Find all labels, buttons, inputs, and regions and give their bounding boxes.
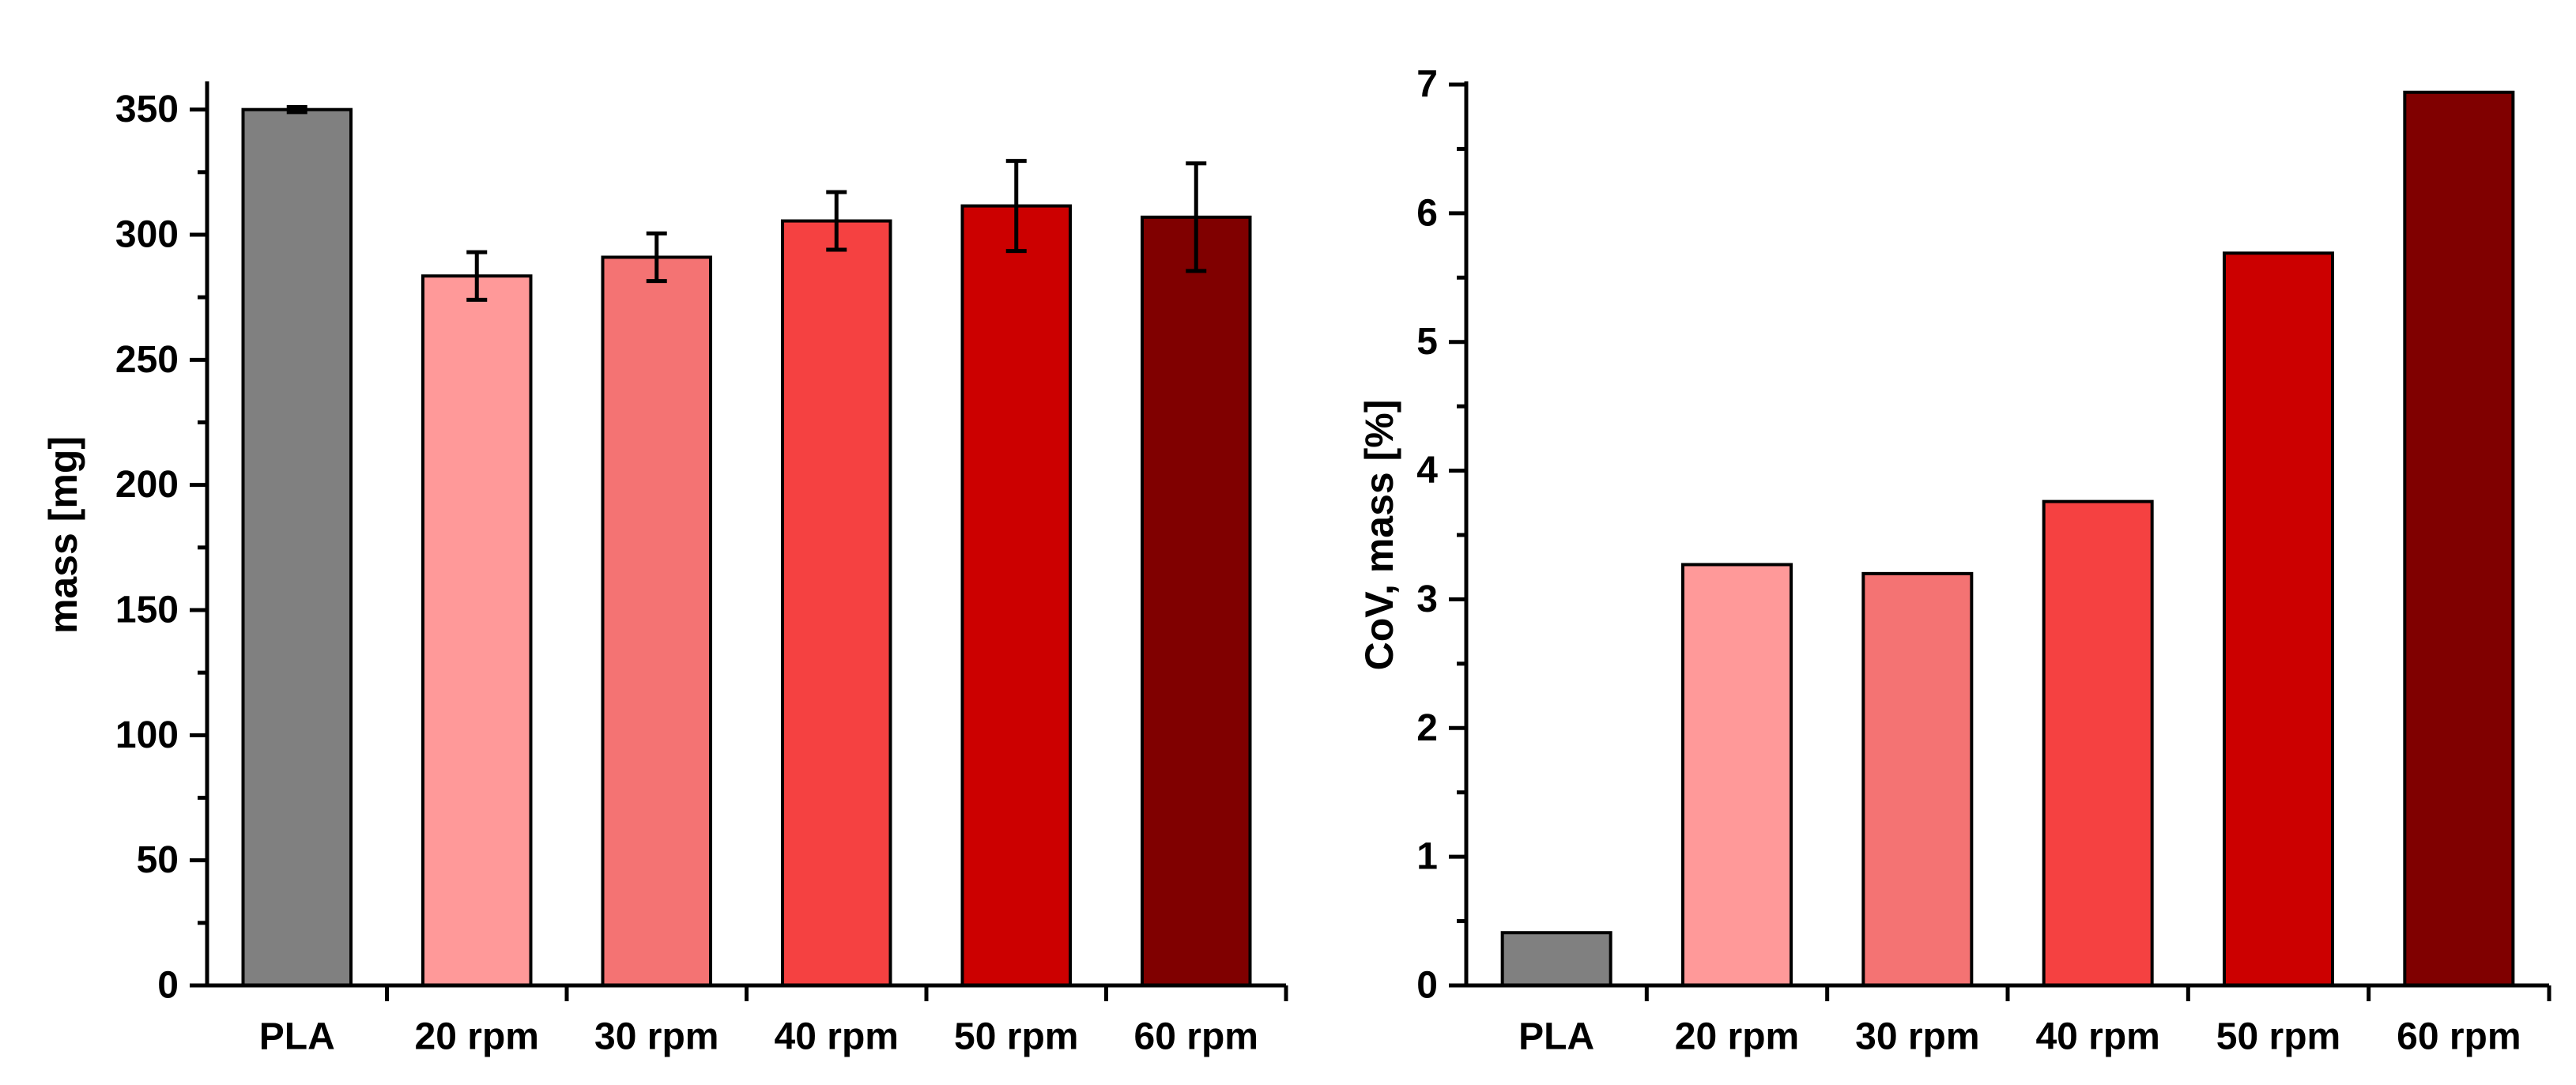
x-tick-label: 20 rpm: [1675, 1016, 1799, 1058]
y-tick-label: 300: [115, 214, 179, 256]
mass-chart: 0 50 100 150 200 250 300 350 PLA 20 rpm 30 rpm 40 r…: [41, 81, 1288, 1058]
x-tick-label: PLA: [1518, 1016, 1594, 1058]
y-tick-label: 50: [137, 839, 179, 881]
y-tick-label: 0: [1416, 965, 1438, 1007]
error-bar: [286, 105, 307, 115]
bar-pla: [241, 107, 353, 988]
x-tick-label: 20 rpm: [415, 1016, 539, 1058]
y-tick-label: 1: [1416, 836, 1438, 878]
y-tick-label: 250: [115, 339, 179, 381]
x-tick-label: 40 rpm: [2035, 1016, 2159, 1058]
bar-30-rpm: [601, 255, 712, 987]
x-tick-label: 40 rpm: [775, 1016, 899, 1058]
bar-20-rpm: [1681, 563, 1793, 987]
y-tick-label: 6: [1416, 192, 1438, 234]
y-tick-label: 0: [157, 965, 179, 1007]
y-tick-label: 7: [1416, 64, 1438, 106]
x-tick-label: 60 rpm: [2397, 1016, 2521, 1058]
y-tick-label: 5: [1416, 321, 1438, 363]
y-tick-label: 350: [115, 89, 179, 130]
y-axis-title: CoV, mass [%]: [1357, 400, 1401, 671]
x-tick-label: 50 rpm: [954, 1016, 1078, 1058]
bar-60-rpm: [2403, 90, 2515, 987]
x-tick-label: 30 rpm: [1855, 1016, 1979, 1058]
bar-30-rpm: [1861, 571, 1974, 987]
y-tick-label: 4: [1416, 450, 1438, 492]
bar-60-rpm: [1141, 215, 1252, 988]
x-tick-label: 30 rpm: [594, 1016, 718, 1058]
bar-pla: [1500, 931, 1612, 987]
bar-50-rpm: [960, 204, 1072, 988]
bar-40-rpm: [781, 219, 892, 988]
cov-chart: 0 1 2 3 4 5 6 7 PLA 20 rpm 30 rpm 40 rpm 50 rpm 60 rp…: [1357, 64, 2551, 1058]
y-tick-label: 3: [1416, 578, 1438, 620]
y-tick-label: 150: [115, 590, 179, 631]
error-bar: [826, 190, 847, 252]
x-tick-label: 50 rpm: [2216, 1016, 2340, 1058]
error-bar: [1186, 161, 1207, 273]
bar-50-rpm: [2223, 251, 2334, 988]
y-tick-label: 100: [115, 714, 179, 756]
error-bar: [646, 231, 667, 284]
y-tick-label: 2: [1416, 707, 1438, 749]
error-bar: [466, 250, 488, 302]
x-tick-label: 60 rpm: [1134, 1016, 1258, 1058]
y-axis-title: mass [mg]: [41, 436, 85, 634]
bar-40-rpm: [2042, 499, 2154, 987]
x-tick-label: PLA: [259, 1016, 335, 1058]
error-bar: [1005, 159, 1027, 254]
bar-20-rpm: [421, 274, 533, 987]
y-tick-label: 200: [115, 464, 179, 506]
